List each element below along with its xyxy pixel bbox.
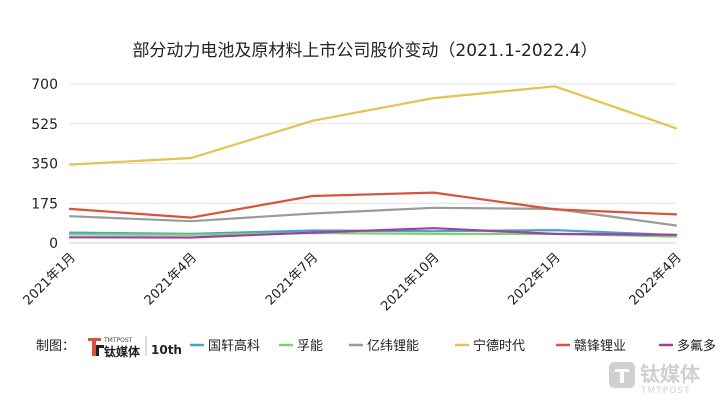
legend-label: 孚能: [297, 339, 323, 354]
x-tick-label: 2022年4月: [627, 250, 685, 308]
logo-mark-accent-icon: [96, 345, 104, 356]
logo-mark-icon: [88, 338, 101, 356]
watermark: 钛媒体 TMTPOST: [609, 362, 701, 396]
series-line-3: [68, 85, 678, 166]
x-tick-label: 2021年4月: [142, 250, 200, 308]
legend-label: 宁德时代: [473, 338, 525, 354]
legend-label: 多氟多: [677, 338, 716, 354]
y-tick-label: 700: [31, 77, 58, 93]
tmtpost-logo: TMTPOST 钛媒体 10th: [88, 336, 182, 359]
legend-label: 国轩高科: [208, 338, 260, 354]
y-tick-label: 350: [31, 157, 58, 173]
x-tick-label: 2021年10月: [378, 250, 442, 314]
y-tick-label: 525: [31, 117, 58, 133]
y-tick-label: 175: [31, 196, 58, 212]
series-lines: [68, 85, 678, 239]
legend-label: 亿纬锂能: [367, 339, 419, 354]
x-tick-label: 2021年7月: [263, 250, 321, 308]
chart-title: 部分动力电池及原材料上市公司股价变动（2021.1-2022.4）: [132, 41, 597, 61]
y-tick-label: 0: [49, 236, 58, 252]
watermark-sub: TMTPOST: [640, 386, 690, 396]
credit-label: 制图：: [36, 339, 75, 354]
series-line-5: [68, 227, 678, 239]
legend: 制图： TMTPOST 钛媒体 10th 国轩高科 孚能 亿纬锂能 宁德时代 赣锋锂业 多…: [36, 336, 716, 359]
watermark-name: 钛媒体: [640, 362, 701, 386]
series-line-2: [68, 206, 678, 227]
gridlines: [70, 83, 676, 244]
logo-name-text: 钛媒体: [104, 344, 141, 359]
x-tick-label: 2022年1月: [505, 250, 563, 308]
legend-items: 国轩高科 孚能 亿纬锂能 宁德时代 赣锋锂业 多氟多: [190, 338, 716, 354]
logo-small-text: TMTPOST: [103, 337, 133, 344]
x-axis-ticks: 2021年1月 2021年4月 2021年7月 2021年10月 2022年1月 2022…: [21, 250, 685, 314]
x-tick-label: 2021年1月: [21, 250, 79, 308]
series-line-4: [68, 191, 678, 219]
legend-label: 赣锋锂业: [574, 339, 626, 354]
anniversary-badge: 10th: [151, 343, 182, 357]
y-axis-ticks: 0 175 350 525 700: [31, 77, 58, 252]
watermark-t-icon: [615, 369, 629, 383]
